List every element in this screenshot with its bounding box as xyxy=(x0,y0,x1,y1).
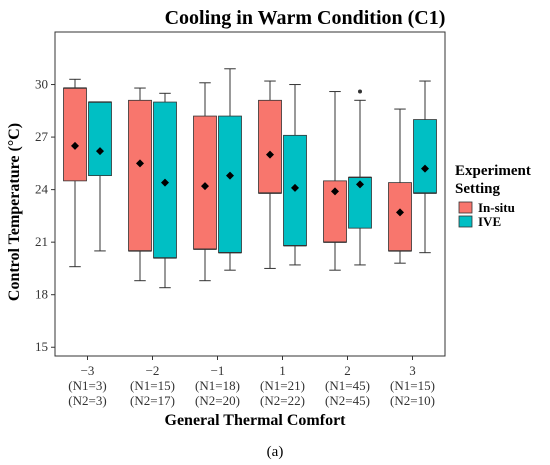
legend-label-in-situ: In-situ xyxy=(478,200,515,215)
x-tick-label: 3 xyxy=(409,363,416,378)
y-tick-label: 21 xyxy=(35,234,48,249)
y-axis: 15 18 21 24 27 30 xyxy=(35,77,55,354)
box-in-situ-4 xyxy=(258,80,282,269)
box-ive-4 xyxy=(283,84,307,266)
figure-caption: (a) xyxy=(267,444,284,460)
y-tick-label: 15 xyxy=(35,339,48,354)
x-tick-label: 1 xyxy=(279,363,286,378)
x-tick-n2: (N2=17) xyxy=(130,393,175,408)
box-iqr xyxy=(258,99,282,194)
box-ive-1 xyxy=(88,101,112,252)
mean-marker xyxy=(266,150,274,159)
x-tick-n1: (N1=18) xyxy=(195,378,240,393)
outlier-point xyxy=(358,89,362,94)
mean-marker xyxy=(96,147,104,156)
mean-marker xyxy=(396,208,404,217)
x-tick-n1: (N1=15) xyxy=(130,378,175,393)
mean-marker xyxy=(356,180,364,189)
chart-title: Cooling in Warm Condition (C1) xyxy=(165,7,446,29)
mean-marker xyxy=(331,187,339,196)
box-iqr xyxy=(63,87,87,182)
mean-marker xyxy=(201,182,209,191)
plot-panel xyxy=(54,31,446,357)
box-ive-6 xyxy=(413,80,437,254)
box-iqr xyxy=(88,101,112,177)
box-in-situ-3 xyxy=(193,82,217,282)
legend-title-line2: Setting xyxy=(455,181,501,197)
x-tick-n1: (N1=45) xyxy=(325,378,370,393)
mean-marker xyxy=(71,141,79,150)
x-tick-n1: (N1=21) xyxy=(260,378,305,393)
x-axis: −3(N1=3)(N2=3)−2(N1=15)(N2=17)−1(N1=18)(… xyxy=(68,356,435,408)
x-tick-label: −3 xyxy=(81,363,95,378)
mean-marker xyxy=(136,159,144,168)
x-tick-n2: (N2=22) xyxy=(260,393,305,408)
box-in-situ-5 xyxy=(323,91,347,271)
box-series xyxy=(63,68,437,289)
x-tick-n2: (N2=10) xyxy=(390,393,435,408)
mean-marker xyxy=(226,171,234,180)
legend-key-in-situ xyxy=(458,201,473,214)
legend-title-line1: Experiment xyxy=(455,163,531,179)
x-tick-n2: (N2=20) xyxy=(195,393,240,408)
y-tick-label: 30 xyxy=(35,77,48,92)
box-ive-5 xyxy=(348,89,372,266)
x-tick-n2: (N2=45) xyxy=(325,393,370,408)
legend-key-ive xyxy=(458,215,473,228)
box-iqr xyxy=(388,182,412,252)
y-axis-title: Control Temperature (°C) xyxy=(6,123,23,301)
x-tick-label: −1 xyxy=(211,363,225,378)
x-axis-title: General Thermal Comfort xyxy=(165,412,347,429)
mean-marker xyxy=(161,178,169,187)
y-tick-label: 24 xyxy=(35,182,49,197)
x-tick-n1: (N1=15) xyxy=(390,378,435,393)
legend-label-ive: IVE xyxy=(478,214,501,229)
x-tick-label: −2 xyxy=(146,363,160,378)
y-tick-label: 18 xyxy=(35,287,48,302)
box-in-situ-6 xyxy=(388,108,412,264)
mean-marker xyxy=(421,164,429,173)
box-ive-2 xyxy=(153,92,177,289)
x-tick-n2: (N2=3) xyxy=(68,393,106,408)
x-tick-label: 2 xyxy=(344,363,351,378)
mean-marker xyxy=(291,183,299,192)
box-ive-3 xyxy=(218,68,242,271)
box-in-situ-1 xyxy=(63,78,87,268)
box-iqr xyxy=(218,115,242,254)
box-in-situ-2 xyxy=(128,87,152,282)
x-tick-n1: (N1=3) xyxy=(68,378,106,393)
y-tick-label: 27 xyxy=(35,129,49,144)
box-iqr xyxy=(413,119,437,194)
legend: Experiment Setting In-situ IVE xyxy=(455,163,531,229)
box-iqr xyxy=(128,99,152,252)
